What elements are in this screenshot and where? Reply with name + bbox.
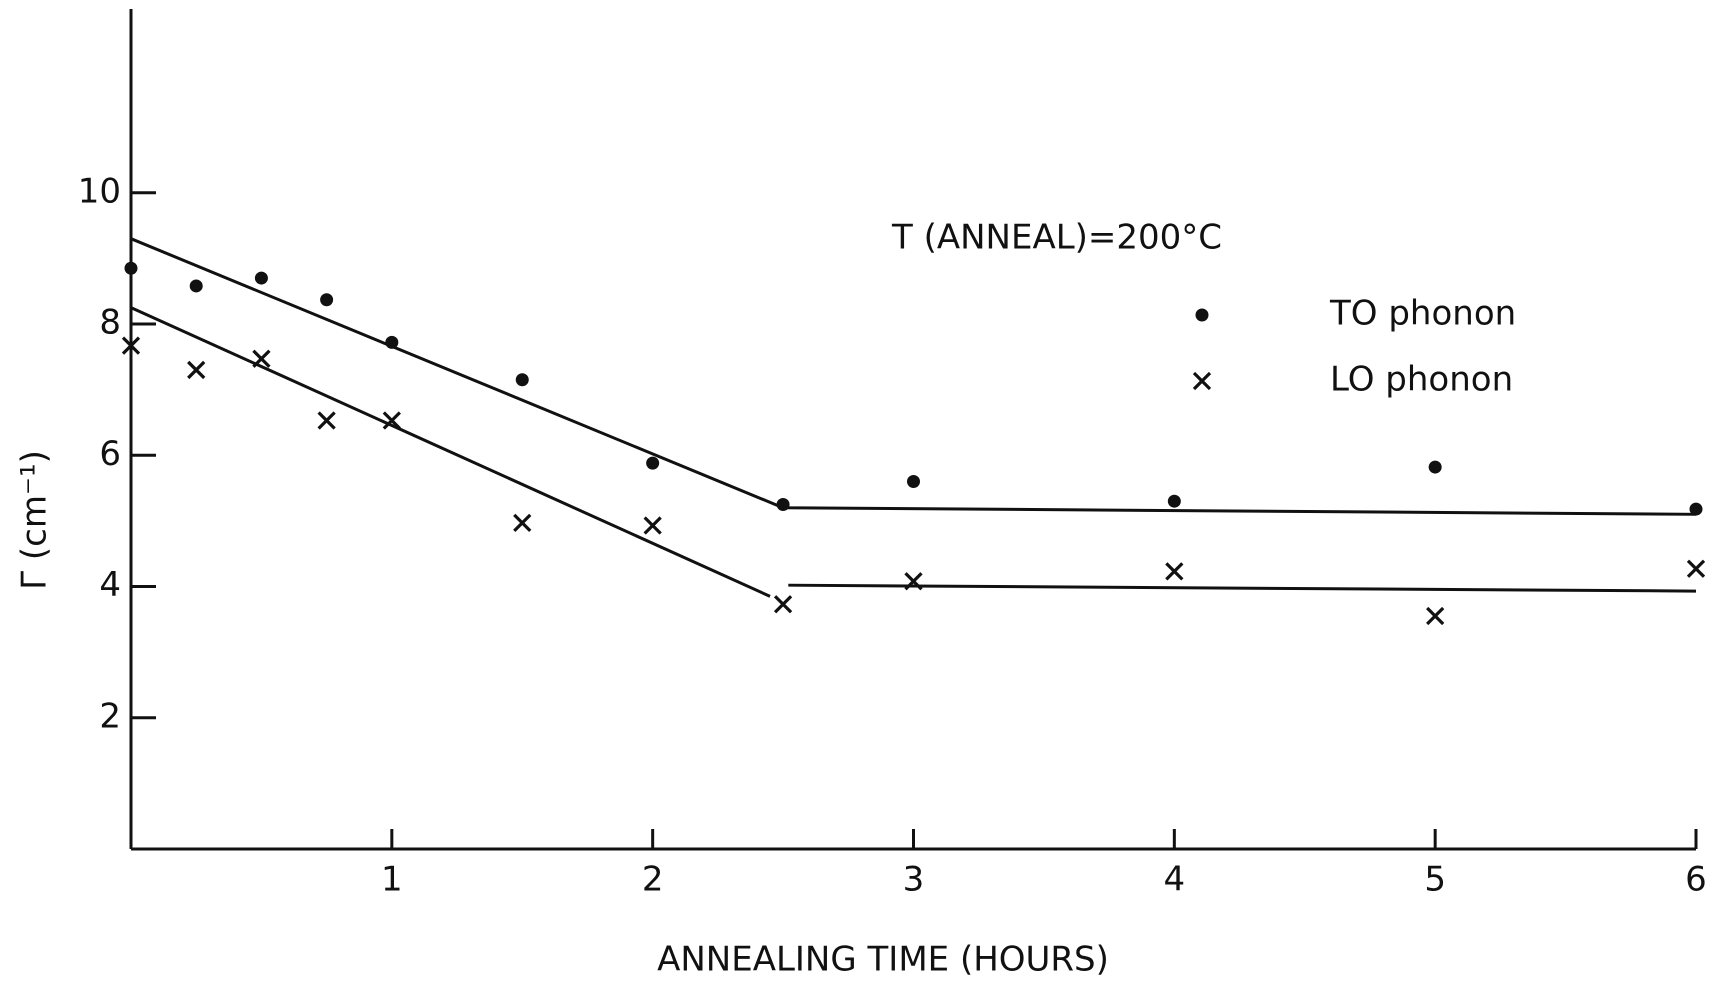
data-point xyxy=(907,475,920,488)
x-tick-label: 5 xyxy=(1424,860,1446,900)
data-point xyxy=(1428,460,1442,474)
data-point xyxy=(317,411,336,430)
data-point xyxy=(1192,371,1212,391)
y-tick-label: 10 xyxy=(78,171,121,211)
fit-line xyxy=(130,306,1697,598)
data-point xyxy=(187,360,206,380)
data-point xyxy=(1689,502,1703,516)
data-point xyxy=(189,279,203,293)
data-point xyxy=(904,572,923,591)
data-point xyxy=(776,497,790,511)
data-point xyxy=(385,335,399,349)
y-tick-label: 4 xyxy=(99,565,121,605)
data-point xyxy=(254,271,268,285)
data-point xyxy=(382,411,401,430)
x-tick-label: 2 xyxy=(642,860,664,900)
data-point xyxy=(773,595,793,614)
data-point xyxy=(252,349,271,368)
data-point xyxy=(1165,562,1184,581)
x-tick-label: 3 xyxy=(903,860,925,900)
data-point xyxy=(1195,308,1209,322)
data-point xyxy=(1426,606,1445,626)
y-axis-label: Γ (cm⁻¹) xyxy=(15,450,55,590)
data-point xyxy=(646,456,660,470)
y-tick-label: 6 xyxy=(99,434,121,474)
x-tick-label: 6 xyxy=(1685,860,1707,900)
y-tick-label: 8 xyxy=(99,303,121,343)
x-tick-label: 1 xyxy=(381,860,403,900)
data-point xyxy=(1686,559,1706,578)
data-point xyxy=(513,513,532,532)
annotation: T (ANNEAL)=200°C xyxy=(891,218,1222,258)
data-point xyxy=(124,261,138,275)
x-tick-label: 4 xyxy=(1164,860,1186,900)
data-point xyxy=(320,293,334,307)
data-point xyxy=(643,516,662,535)
data-point xyxy=(1167,494,1181,508)
y-tick-label: 2 xyxy=(99,696,121,736)
legend-label: TO phonon xyxy=(1329,294,1516,334)
data-point xyxy=(121,336,141,355)
data-point xyxy=(515,373,529,387)
legend-label: LO phonon xyxy=(1330,360,1513,400)
x-axis-label: ANNEALING TIME (HOURS) xyxy=(657,940,1109,980)
